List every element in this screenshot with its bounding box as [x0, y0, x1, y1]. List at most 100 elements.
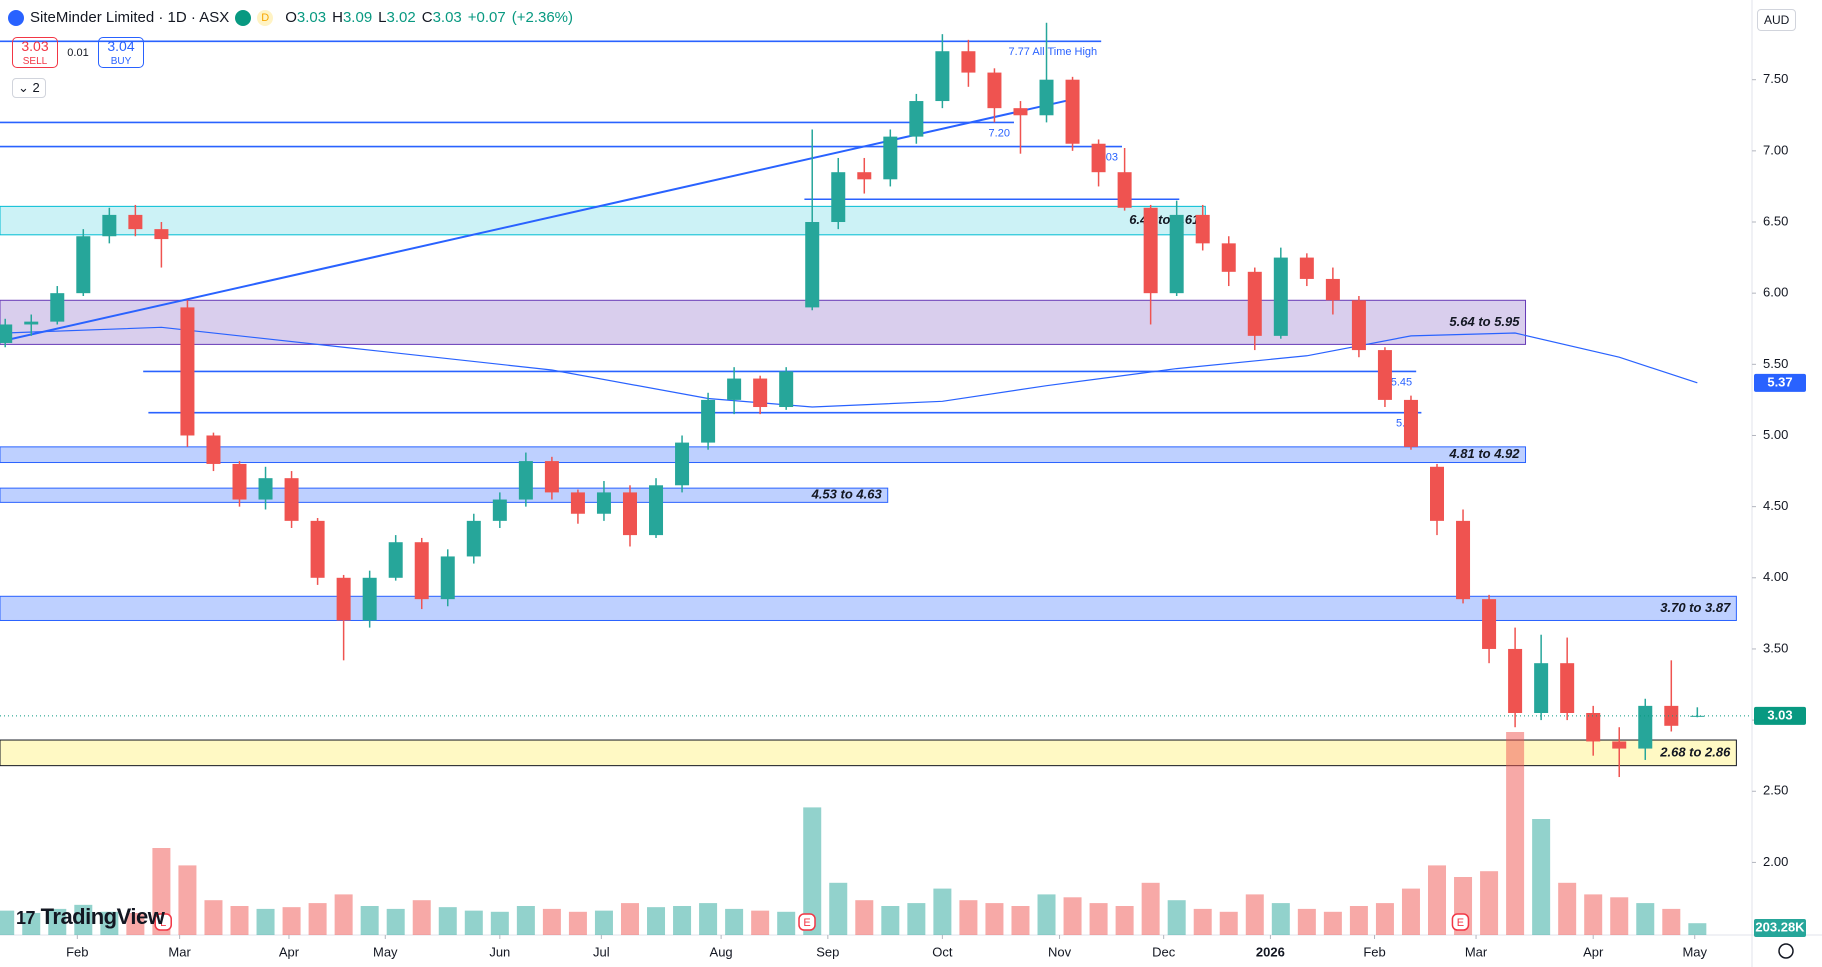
volume-bar	[673, 906, 692, 935]
candle-body	[414, 542, 429, 600]
volume-bar	[308, 903, 327, 935]
volume-bar	[1401, 888, 1420, 935]
volume-bar	[0, 910, 15, 935]
candle-body	[1534, 663, 1549, 713]
volume-bar	[1662, 908, 1681, 935]
zone-label: 4.81 to 4.92	[1448, 446, 1520, 461]
volume-bar	[438, 907, 457, 935]
level-label: 7.77 All Time High	[1009, 46, 1098, 58]
spread: 0.01	[67, 46, 89, 59]
buy-price: 3.04	[107, 38, 135, 54]
symbol-title[interactable]: SiteMinder Limited · 1D · ASX	[30, 9, 230, 26]
candle-body	[1586, 712, 1601, 742]
x-tick-label: May	[1682, 944, 1707, 959]
volume-bar	[100, 911, 119, 935]
level-label: 7.20	[989, 127, 1010, 139]
volume-bar	[725, 908, 744, 935]
change-pct: (+2.36%)	[511, 9, 574, 26]
candle-body	[779, 371, 794, 408]
volume-bar	[803, 807, 822, 935]
candle-body	[1377, 350, 1392, 400]
candle-body	[544, 461, 559, 493]
candle-body	[805, 222, 820, 308]
candle-body	[24, 321, 39, 325]
x-tick-label: Mar	[168, 944, 191, 959]
candle-body	[388, 542, 403, 578]
settings-icon[interactable]	[1778, 943, 1794, 959]
volume-badge	[1754, 919, 1806, 937]
volume-bar	[959, 900, 978, 935]
buy-button[interactable]: 3.04 BUY	[98, 37, 144, 68]
candle-body	[1091, 143, 1106, 173]
ohlc-key: L	[378, 9, 387, 26]
ohlc-key: H	[332, 9, 343, 26]
candle-body	[857, 172, 872, 180]
ohlc-value: 3.09	[342, 9, 373, 26]
event-marker	[798, 913, 816, 931]
candle-body	[1664, 705, 1679, 726]
x-tick-label: Apr	[279, 944, 300, 959]
volume-bar	[881, 906, 900, 935]
ohlc-value: 3.03	[296, 9, 327, 26]
event-label: E	[1457, 917, 1464, 929]
candle-body	[1351, 300, 1366, 351]
event-marker	[154, 913, 172, 931]
candle-body	[1169, 214, 1184, 294]
candle-body	[258, 478, 273, 500]
volume-bar	[907, 903, 926, 935]
candle-body	[831, 172, 846, 223]
volume-bar	[1037, 894, 1056, 935]
trade-buttons: 3.03 SELL 0.01 3.04 BUY	[12, 37, 144, 68]
x-tick-label: May	[373, 944, 398, 959]
candle-body	[0, 324, 13, 343]
candle-body	[1560, 663, 1575, 713]
x-tick-label: Nov	[1048, 944, 1072, 959]
candle-body	[961, 51, 976, 73]
volume-bar	[1297, 908, 1316, 935]
volume-bar	[699, 903, 718, 935]
volume-bar	[1610, 897, 1629, 935]
candle-body	[362, 577, 377, 621]
change: +0.07	[467, 9, 506, 26]
x-tick-label: Jul	[593, 944, 610, 959]
y-tick-label: 4.00	[1763, 569, 1788, 584]
candle-body	[570, 492, 585, 514]
sell-price: 3.03	[21, 38, 49, 54]
volume-bar	[1532, 819, 1551, 935]
candle-body	[154, 229, 169, 240]
event-label: E	[803, 917, 810, 929]
candle-body	[1195, 214, 1210, 244]
candle-body	[701, 399, 716, 443]
y-tick-label: 6.50	[1763, 213, 1788, 228]
currency[interactable]: AUD	[1757, 9, 1797, 31]
volume-bar	[1011, 906, 1030, 935]
ma-badge	[1754, 373, 1806, 392]
volume-bar	[74, 904, 93, 935]
candle-body	[466, 520, 481, 557]
candle-body	[1482, 599, 1497, 649]
x-tick-label: Feb	[1363, 944, 1385, 959]
volume-bar	[1141, 882, 1160, 935]
event-label: L	[160, 917, 166, 929]
price-zone	[0, 299, 1527, 345]
candle-body	[753, 378, 768, 408]
candle-body	[284, 478, 299, 521]
candle-body	[128, 214, 143, 230]
ohlc-value: 3.03	[432, 9, 462, 26]
candle-body	[1273, 257, 1288, 336]
candle-body	[1247, 271, 1262, 336]
sell-button[interactable]: 3.03 SELL	[12, 37, 58, 68]
candle-body	[1065, 79, 1080, 144]
volume-bar	[855, 900, 874, 935]
volume-bar	[594, 910, 613, 935]
event-marker	[1451, 913, 1470, 931]
candle-body	[1508, 648, 1523, 713]
x-tick-label: Mar	[1465, 944, 1488, 959]
last-price-badge	[1754, 706, 1806, 725]
volume-bar	[48, 908, 67, 935]
y-tick-label: 2.00	[1763, 854, 1788, 869]
indicator-toggle[interactable]: ⌄ 2	[12, 78, 46, 98]
volume-bar	[1219, 911, 1238, 935]
candle-body	[675, 442, 690, 486]
